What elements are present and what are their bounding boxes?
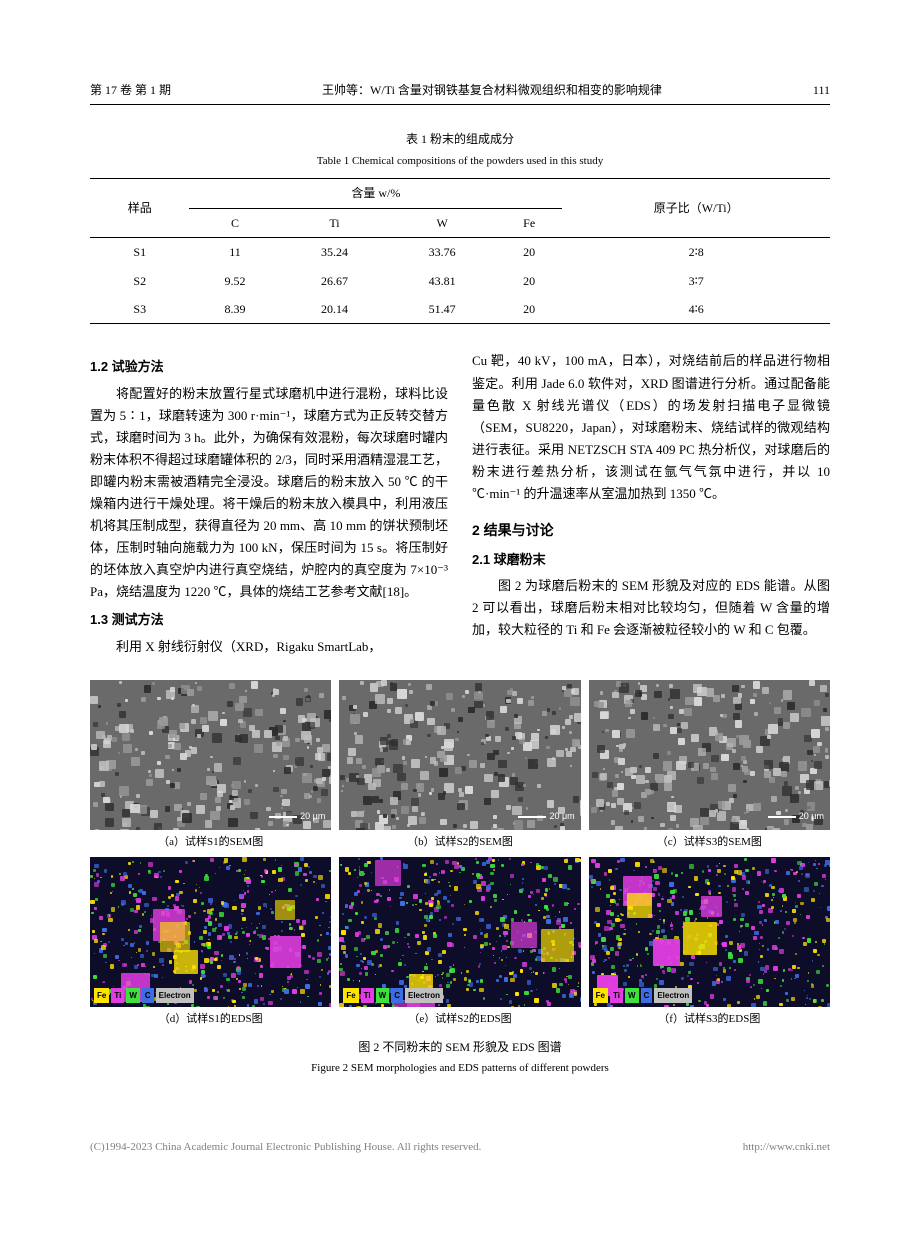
table1-caption-en: Table 1 Chemical compositions of the pow… [90, 152, 830, 171]
eds-legend-item: C [142, 988, 154, 1004]
table-cell: 33.76 [388, 238, 496, 267]
body-columns: 1.2 试验方法 将配置好的粉末放置行星式球磨机中进行混粉，球料比设置为 5∶1… [90, 350, 830, 659]
col-fe: Fe [496, 208, 562, 237]
figure-panel-d: FeTiWCElectron （d）试样S1的EDS图 [90, 857, 331, 1029]
eds-image: FeTiWCElectron [589, 857, 830, 1007]
right-column: Cu 靶，40 kV，100 mA，日本），对烧结前后的样品进行物相鉴定。利用 … [472, 350, 830, 659]
eds-legend-item: W [625, 988, 639, 1004]
table-cell: S2 [90, 267, 189, 295]
sec-2-1-title: 2.1 球磨粉末 [472, 549, 830, 571]
sec-2-1-body: 图 2 为球磨后粉末的 SEM 形貌及对应的 EDS 能谱。从图 2 可以看出，… [472, 575, 830, 641]
scalebar: 20 μm [768, 809, 824, 824]
running-header: 第 17 卷 第 1 期 王帅等：W/Ti 含量对钢铁基复合材料微观组织和相变的… [90, 80, 830, 105]
footer-copyright: (C)1994-2023 China Academic Journal Elec… [90, 1138, 481, 1157]
table-cell: 11 [189, 238, 280, 267]
page-number: 111 [813, 80, 830, 100]
footer: (C)1994-2023 China Academic Journal Elec… [90, 1138, 830, 1157]
sem-image: 20 μm [339, 680, 580, 830]
scalebar: 20 μm [269, 809, 325, 824]
eds-legend-item: Fe [343, 988, 358, 1004]
eds-legend-item: C [641, 988, 653, 1004]
eds-legend-item: Ti [610, 988, 623, 1004]
panel-caption: （f）试样S3的EDS图 [658, 1010, 760, 1029]
col-ti: Ti [281, 208, 389, 237]
figure-panel-c: 20 μm （c）试样S3的SEM图 [589, 680, 830, 852]
panel-caption: （e）试样S2的EDS图 [408, 1010, 511, 1029]
table-cell: 20 [496, 295, 562, 324]
sec-2-title: 2 结果与讨论 [472, 519, 830, 543]
eds-legend-item: Ti [361, 988, 374, 1004]
volume-issue: 第 17 卷 第 1 期 [90, 80, 171, 100]
panel-caption: （b）试样S2的SEM图 [407, 833, 513, 852]
figure-panel-e: FeTiWCElectron （e）试样S2的EDS图 [339, 857, 580, 1029]
eds-legend: FeTiWCElectron [343, 988, 443, 1004]
sec-1-3-title: 1.3 测试方法 [90, 609, 448, 631]
eds-legend-item: C [391, 988, 403, 1004]
sec-1-3-body-right: Cu 靶，40 kV，100 mA，日本），对烧结前后的样品进行物相鉴定。利用 … [472, 350, 830, 505]
table-cell: 26.67 [281, 267, 389, 295]
running-title: 王帅等：W/Ti 含量对钢铁基复合材料微观组织和相变的影响规律 [171, 80, 813, 100]
eds-legend-item: W [126, 988, 140, 1004]
eds-legend-item: Fe [94, 988, 109, 1004]
sec-1-2-title: 1.2 试验方法 [90, 356, 448, 378]
figure2-grid: 20 μm （a）试样S1的SEM图 20 μm （b）试样S2的SEM图 20 μm （… [90, 680, 830, 1029]
sem-image: 20 μm [589, 680, 830, 830]
table-cell: 3∶7 [562, 267, 830, 295]
figure2-caption-cn: 图 2 不同粉末的 SEM 形貌及 EDS 图谱 [90, 1037, 830, 1057]
table-cell: 51.47 [388, 295, 496, 324]
table1-caption-cn: 表 1 粉末的组成成分 [90, 129, 830, 149]
col-content-group: 含量 w/% [189, 179, 562, 208]
table1: 样品 含量 w/% 原子比（W/Ti） C Ti W Fe S11135.243… [90, 178, 830, 324]
figure2-caption-en: Figure 2 SEM morphologies and EDS patter… [90, 1059, 830, 1078]
figure-panel-f: FeTiWCElectron （f）试样S3的EDS图 [589, 857, 830, 1029]
table-cell: S3 [90, 295, 189, 324]
sec-1-2-body: 将配置好的粉末放置行星式球磨机中进行混粉，球料比设置为 5∶1，球磨转速为 30… [90, 383, 448, 604]
eds-legend-item: Electron [654, 988, 692, 1004]
table-cell: 35.24 [281, 238, 389, 267]
eds-legend-item: Electron [156, 988, 194, 1004]
col-ratio: 原子比（W/Ti） [562, 179, 830, 238]
eds-legend-item: Ti [111, 988, 124, 1004]
eds-legend: FeTiWCElectron [94, 988, 194, 1004]
col-w: W [388, 208, 496, 237]
table-cell: 8.39 [189, 295, 280, 324]
figure-panel-b: 20 μm （b）试样S2的SEM图 [339, 680, 580, 852]
sec-1-3-body-left: 利用 X 射线衍射仪（XRD，Rigaku SmartLab， [90, 636, 448, 658]
table-cell: 20 [496, 238, 562, 267]
table-cell: 20.14 [281, 295, 389, 324]
col-c: C [189, 208, 280, 237]
panel-caption: （c）试样S3的SEM图 [657, 833, 762, 852]
footer-url: http://www.cnki.net [743, 1138, 830, 1157]
figure-panel-a: 20 μm （a）试样S1的SEM图 [90, 680, 331, 852]
eds-legend-item: Electron [405, 988, 443, 1004]
eds-image: FeTiWCElectron [339, 857, 580, 1007]
table-cell: 4∶6 [562, 295, 830, 324]
table-cell: 2∶8 [562, 238, 830, 267]
eds-image: FeTiWCElectron [90, 857, 331, 1007]
left-column: 1.2 试验方法 将配置好的粉末放置行星式球磨机中进行混粉，球料比设置为 5∶1… [90, 350, 448, 659]
panel-caption: （d）试样S1的EDS图 [159, 1010, 263, 1029]
eds-legend-item: Fe [593, 988, 608, 1004]
table-cell: S1 [90, 238, 189, 267]
eds-legend: FeTiWCElectron [593, 988, 693, 1004]
col-sample: 样品 [90, 179, 189, 238]
table-cell: 43.81 [388, 267, 496, 295]
scalebar: 20 μm [518, 809, 574, 824]
sem-image: 20 μm [90, 680, 331, 830]
panel-caption: （a）试样S1的SEM图 [158, 833, 263, 852]
eds-legend-item: W [376, 988, 390, 1004]
table-cell: 20 [496, 267, 562, 295]
table-cell: 9.52 [189, 267, 280, 295]
